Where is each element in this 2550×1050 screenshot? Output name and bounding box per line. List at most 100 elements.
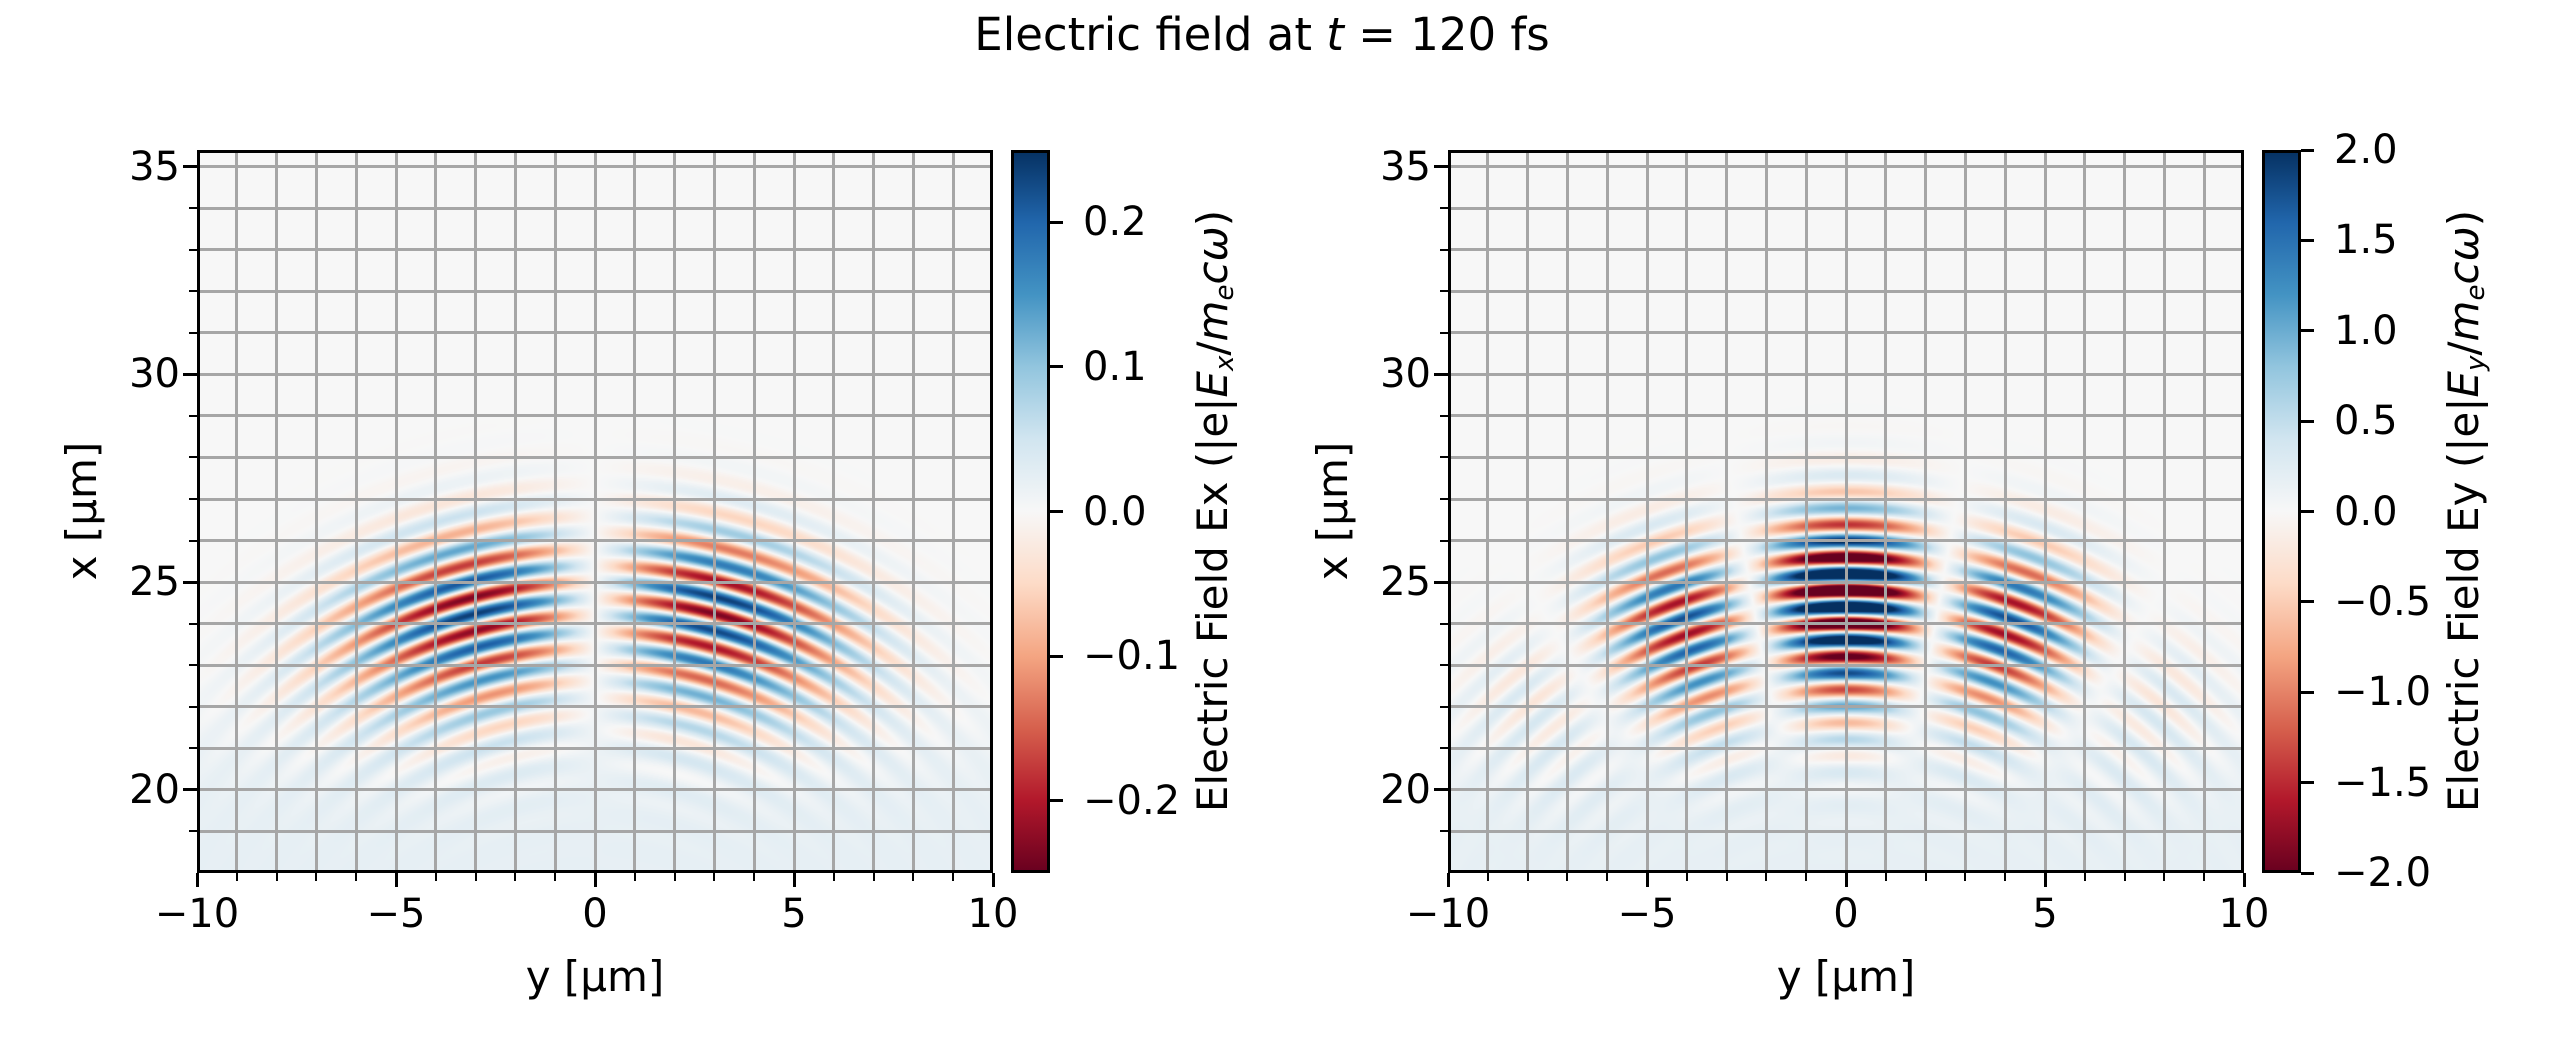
gridline-horizontal — [197, 622, 993, 626]
y-minor-tick — [1440, 290, 1448, 293]
gridline-horizontal — [197, 331, 993, 335]
y-minor-tick — [1440, 456, 1448, 459]
label-fragment: m — [1188, 300, 1238, 342]
gridline-vertical — [872, 150, 876, 873]
y-minor-tick — [189, 622, 197, 625]
y-minor-tick — [189, 331, 197, 334]
x-tick-label: 0 — [1833, 891, 1859, 937]
gridline-vertical — [434, 150, 438, 873]
label-fragment: x — [1209, 355, 1240, 372]
gridline-vertical — [1685, 150, 1689, 873]
x-minor-tick — [514, 873, 517, 881]
x-minor-tick — [1924, 873, 1927, 881]
colorbar-tick-label: −0.1 — [1083, 633, 1181, 680]
colorbar-label-ey: Electric Field Ey (|e|Ey/mecω) — [2439, 210, 2491, 812]
gridline-vertical — [712, 150, 716, 873]
colorbar-tick-label: −0.5 — [2334, 578, 2432, 625]
y-major-tick — [183, 165, 197, 169]
colorbar-tick — [1050, 365, 1063, 369]
y-minor-tick — [189, 539, 197, 542]
y-minor-tick — [1440, 705, 1448, 708]
x-minor-tick — [832, 873, 835, 881]
colorbar-ey — [2262, 150, 2301, 873]
gridline-vertical — [792, 150, 796, 873]
colorbar-gradient-ey — [2262, 150, 2301, 873]
y-major-tick — [183, 788, 197, 792]
x-minor-tick — [1606, 873, 1609, 881]
colorbar-tick — [2301, 329, 2314, 333]
label-fragment: E — [2439, 371, 2489, 398]
x-minor-tick — [235, 873, 238, 881]
y-minor-tick — [189, 414, 197, 417]
gridline-horizontal — [1448, 497, 2244, 501]
colorbar-tick-label: 2.0 — [2334, 127, 2398, 173]
x-minor-tick — [912, 873, 915, 881]
colorbar-tick — [2301, 238, 2314, 242]
x-minor-tick — [2163, 873, 2166, 881]
gridline-horizontal — [197, 248, 993, 252]
label-fragment: ω — [2439, 226, 2489, 262]
gridline-horizontal — [197, 165, 993, 169]
y-axis-label-ex: x [μm] — [57, 441, 106, 581]
x-major-tick — [593, 873, 597, 887]
gridline-vertical — [354, 150, 358, 873]
y-minor-tick — [189, 747, 197, 750]
colorbar-tick — [2301, 510, 2314, 513]
y-major-tick — [183, 580, 197, 584]
y-minor-tick — [1440, 664, 1448, 667]
gridline-horizontal — [1448, 414, 2244, 418]
x-minor-tick — [474, 873, 477, 881]
label-fragment: Electric field at — [974, 8, 1327, 61]
y-axis-label-ey: x [μm] — [1308, 441, 1357, 581]
gridline-horizontal — [197, 289, 993, 293]
gridline-vertical — [673, 150, 677, 873]
x-major-tick — [2043, 873, 2047, 887]
x-minor-tick — [315, 873, 318, 881]
colorbar-tick — [2301, 419, 2314, 423]
x-tick-label: −10 — [1405, 891, 1491, 937]
label-fragment: c — [2439, 261, 2489, 285]
label-fragment: / — [2439, 341, 2489, 356]
gridline-vertical — [235, 150, 239, 873]
colorbar-tick-label: −1.5 — [2334, 759, 2432, 806]
gridline-vertical — [832, 150, 836, 873]
gridline-horizontal — [197, 539, 993, 543]
y-tick-label: 20 — [1380, 766, 1431, 813]
x-minor-tick — [1964, 873, 1967, 881]
gridline-horizontal — [1448, 455, 2244, 459]
x-minor-tick — [2203, 873, 2206, 881]
gridline-vertical — [275, 150, 279, 873]
gridline-vertical — [2162, 150, 2166, 873]
colorbar-tick — [2301, 871, 2314, 875]
x-tick-label: 10 — [967, 891, 1019, 937]
colorbar-tick-label: 0.0 — [1083, 488, 1147, 535]
y-minor-tick — [189, 456, 197, 459]
x-major-tick — [792, 873, 796, 887]
gridline-vertical — [1605, 150, 1609, 873]
colorbar-tick — [2301, 690, 2314, 694]
label-fragment: e — [1209, 284, 1240, 301]
label-fragment: ) — [2439, 209, 2489, 227]
gridline-vertical — [474, 150, 478, 873]
x-minor-tick — [1486, 873, 1489, 881]
label-fragment: c — [1188, 261, 1238, 285]
y-major-tick — [1434, 580, 1448, 584]
x-minor-tick — [355, 873, 358, 881]
gridline-vertical — [752, 150, 756, 873]
y-tick-label: 20 — [129, 766, 180, 813]
gridline-vertical — [513, 150, 517, 873]
label-fragment: / — [1188, 341, 1238, 356]
y-minor-tick — [1440, 747, 1448, 750]
x-tick-label: 10 — [2218, 891, 2270, 937]
label-fragment: y — [2460, 355, 2491, 372]
gridline-vertical — [314, 150, 318, 873]
label-fragment: Electric Field Ey (|e| — [2439, 397, 2489, 813]
gridline-horizontal — [197, 206, 993, 210]
colorbar-tick-label: −1.0 — [2334, 669, 2432, 716]
y-major-tick — [1434, 372, 1448, 376]
x-minor-tick — [434, 873, 437, 881]
gridline-vertical — [1804, 150, 1808, 873]
gridline-horizontal — [197, 455, 993, 459]
colorbar-tick — [2301, 148, 2314, 152]
gridline-vertical — [2123, 150, 2127, 873]
